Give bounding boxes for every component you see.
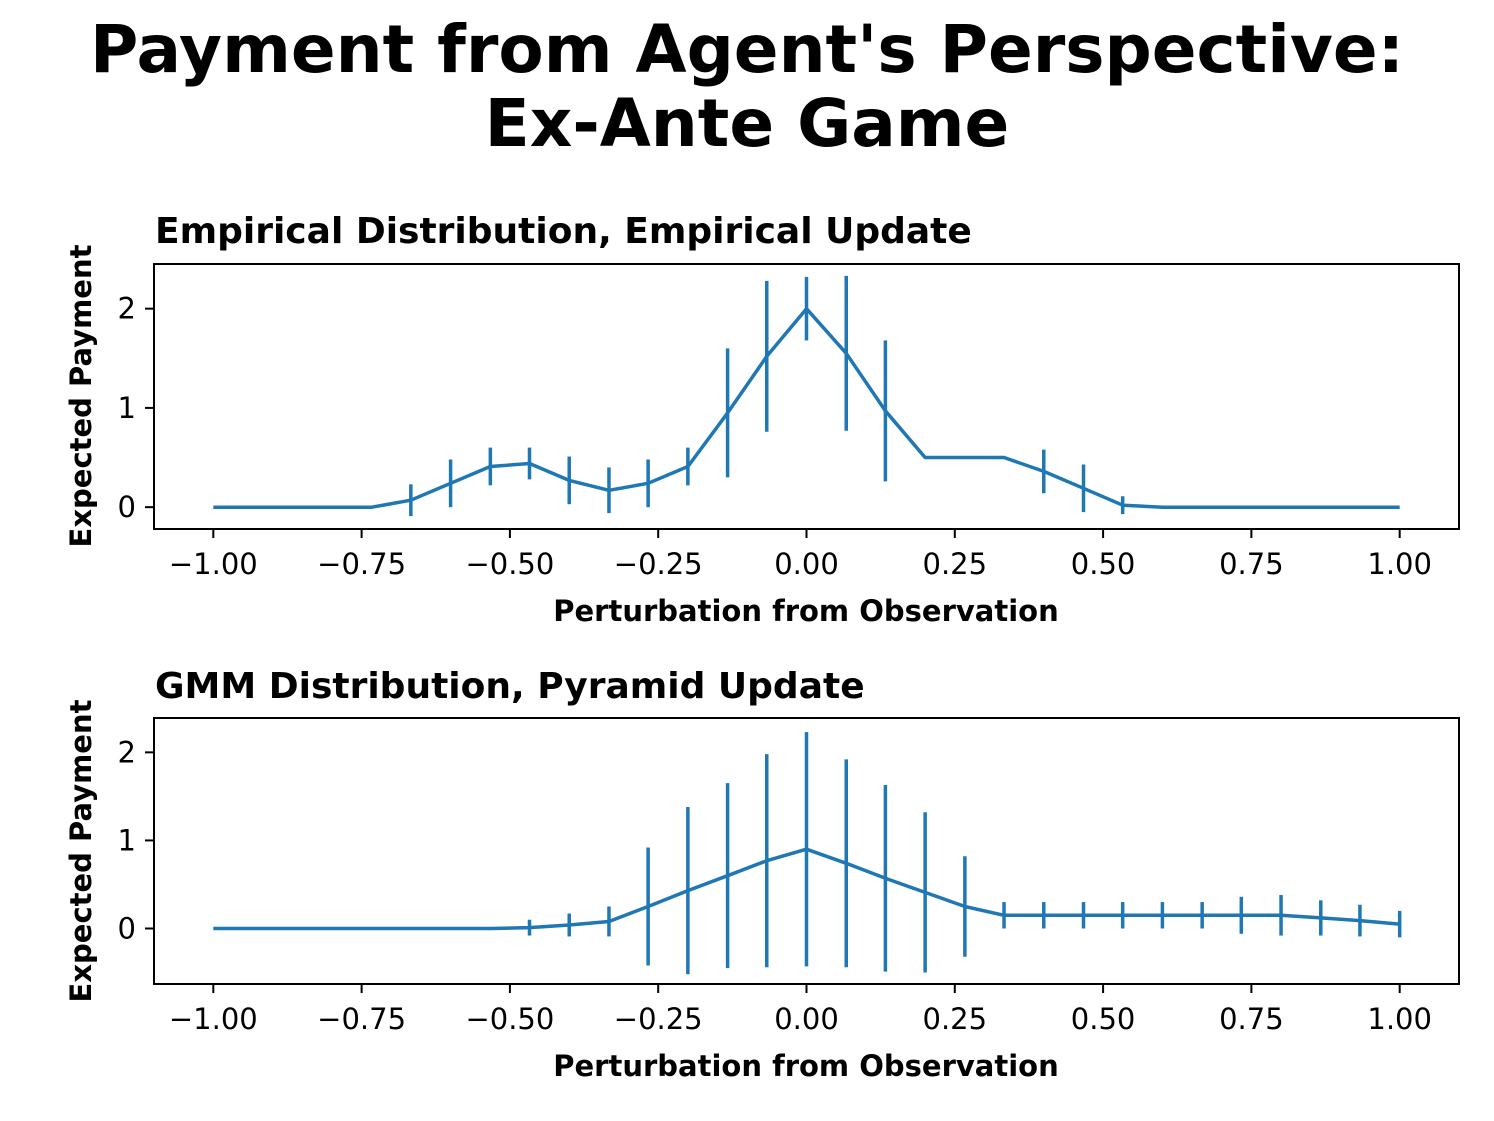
x-tick-label: −0.75 [317, 547, 406, 581]
x-tick-label: 0.00 [774, 547, 839, 581]
y-tick-label: 2 [118, 292, 136, 326]
figure-title-line-1: Payment from Agent's Perspective: [90, 11, 1404, 88]
series-group [213, 732, 1402, 975]
subplot-title: GMM Distribution, Pyramid Update [155, 666, 865, 707]
x-tick-label: 0.50 [1071, 547, 1136, 581]
x-tick-label: −0.25 [614, 1002, 703, 1036]
subplot-empirical: Empirical Distribution, Empirical Update… [64, 211, 1460, 628]
x-tick-label: 0.75 [1219, 547, 1284, 581]
x-tick-label: 0.00 [774, 1002, 839, 1036]
y-axis-label: Expected Payment [64, 699, 98, 1002]
series-group [213, 275, 1400, 517]
y-axis-label: Expected Payment [64, 244, 98, 547]
axes-frame [153, 717, 1460, 985]
y-tick-label: 0 [118, 490, 136, 524]
tick-group: −1.00 −0.75 −0.50 −0.25 0.00 0.25 0.50 0.75 1.00… [118, 292, 1432, 581]
x-tick-label: 0.50 [1071, 1002, 1136, 1036]
axes-frame [153, 263, 1460, 530]
x-tick-label: −1.00 [169, 1002, 258, 1036]
x-tick-label: −0.50 [465, 1002, 554, 1036]
x-tick-label: −0.25 [614, 547, 703, 581]
x-axis-label: Perturbation from Observation [553, 1049, 1058, 1083]
y-tick-label: 1 [118, 391, 136, 425]
x-tick-label: 0.75 [1219, 1002, 1284, 1036]
subplot-gmm: GMM Distribution, Pyramid Update Perturb… [64, 666, 1460, 1083]
x-tick-label: 1.00 [1367, 547, 1432, 581]
x-tick-label: 0.25 [923, 547, 988, 581]
y-tick-label: 1 [118, 823, 136, 857]
x-tick-label: −0.75 [317, 1002, 406, 1036]
x-axis-label: Perturbation from Observation [553, 594, 1058, 628]
figure-title-line-2: Ex-Ante Game [485, 85, 1010, 162]
x-tick-label: −1.00 [169, 547, 258, 581]
x-tick-label: 1.00 [1367, 1002, 1432, 1036]
x-tick-label: 0.25 [923, 1002, 988, 1036]
y-tick-label: 2 [118, 735, 136, 769]
subplot-title: Empirical Distribution, Empirical Update [155, 211, 972, 252]
x-tick-label: −0.50 [465, 547, 554, 581]
tick-group: −1.00 −0.75 −0.50 −0.25 0.00 0.25 0.50 0.75 1.00… [118, 735, 1432, 1036]
y-tick-label: 0 [118, 912, 136, 946]
